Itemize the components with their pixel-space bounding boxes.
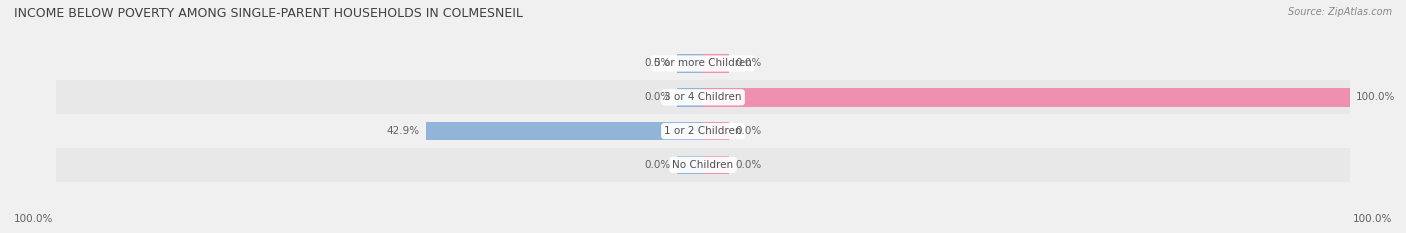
- Text: 100.0%: 100.0%: [14, 214, 53, 224]
- Bar: [426, 122, 703, 140]
- Bar: [678, 88, 703, 106]
- Bar: [678, 156, 703, 174]
- Text: 0.0%: 0.0%: [644, 58, 671, 69]
- Text: 100.0%: 100.0%: [1353, 214, 1392, 224]
- Text: 1 or 2 Children: 1 or 2 Children: [664, 126, 742, 136]
- Bar: [703, 54, 728, 73]
- Text: 42.9%: 42.9%: [387, 126, 419, 136]
- Text: 5 or more Children: 5 or more Children: [654, 58, 752, 69]
- Text: 0.0%: 0.0%: [735, 126, 762, 136]
- Bar: [56, 80, 1350, 114]
- Text: No Children: No Children: [672, 160, 734, 170]
- Text: 3 or 4 Children: 3 or 4 Children: [664, 92, 742, 102]
- Text: 0.0%: 0.0%: [644, 92, 671, 102]
- Bar: [56, 148, 1350, 182]
- Text: INCOME BELOW POVERTY AMONG SINGLE-PARENT HOUSEHOLDS IN COLMESNEIL: INCOME BELOW POVERTY AMONG SINGLE-PARENT…: [14, 7, 523, 20]
- Bar: [56, 114, 1350, 148]
- Bar: [56, 47, 1350, 80]
- Bar: [678, 54, 703, 73]
- Text: Source: ZipAtlas.com: Source: ZipAtlas.com: [1288, 7, 1392, 17]
- Bar: [703, 156, 728, 174]
- Text: 100.0%: 100.0%: [1357, 92, 1396, 102]
- Text: 0.0%: 0.0%: [644, 160, 671, 170]
- Bar: [703, 122, 728, 140]
- Bar: [703, 88, 1350, 106]
- Text: 0.0%: 0.0%: [735, 58, 762, 69]
- Text: 0.0%: 0.0%: [735, 160, 762, 170]
